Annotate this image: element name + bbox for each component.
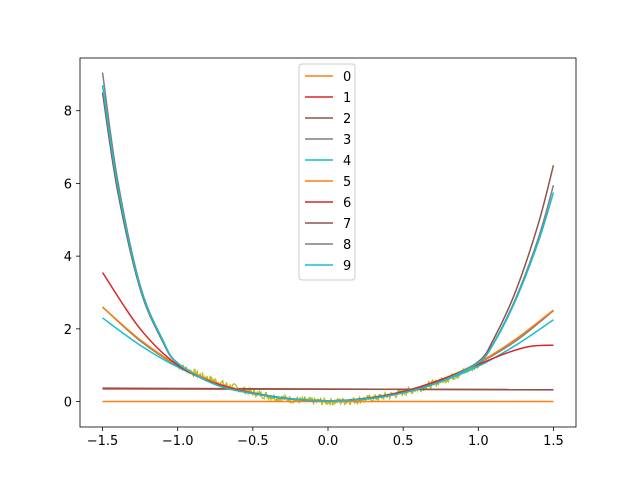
y-tick-label: 6 xyxy=(64,177,72,192)
y-tick-label: 2 xyxy=(64,323,72,338)
series-line-6 xyxy=(101,272,554,402)
legend-label-7: 7 xyxy=(343,217,351,232)
series-line-2 xyxy=(102,387,554,391)
y-tick-label: 8 xyxy=(64,105,72,120)
series-line-9 xyxy=(101,85,555,402)
legend-label-2: 2 xyxy=(343,112,351,127)
legend-label-1: 1 xyxy=(343,91,351,106)
x-tick-label: −1.5 xyxy=(87,434,119,449)
plot-area xyxy=(101,72,555,406)
x-tick-label: 1.5 xyxy=(543,434,564,449)
x-tick-label: −0.5 xyxy=(237,434,269,449)
axes: −1.5 −1.0 −0.5 0.0 0.5 1.0 1.5 0 2 4 6 8 xyxy=(64,57,577,449)
y-tick-label: 0 xyxy=(64,396,72,411)
legend-label-0: 0 xyxy=(343,70,351,85)
y-tick-label: 4 xyxy=(64,250,72,265)
legend-label-4: 4 xyxy=(343,154,351,169)
legend-label-8: 8 xyxy=(343,238,351,253)
x-tick-label: 1.0 xyxy=(468,434,489,449)
x-tick-label: 0.0 xyxy=(318,434,339,449)
legend-label-5: 5 xyxy=(343,175,351,190)
x-tick-label: 0.5 xyxy=(393,434,414,449)
legend-label-9: 9 xyxy=(343,259,351,274)
legend: 0 1 2 3 4 5 6 7 8 9 xyxy=(298,63,356,281)
legend-label-3: 3 xyxy=(343,133,351,148)
legend-label-6: 6 xyxy=(343,196,351,211)
x-tick-label: −1.0 xyxy=(162,434,194,449)
